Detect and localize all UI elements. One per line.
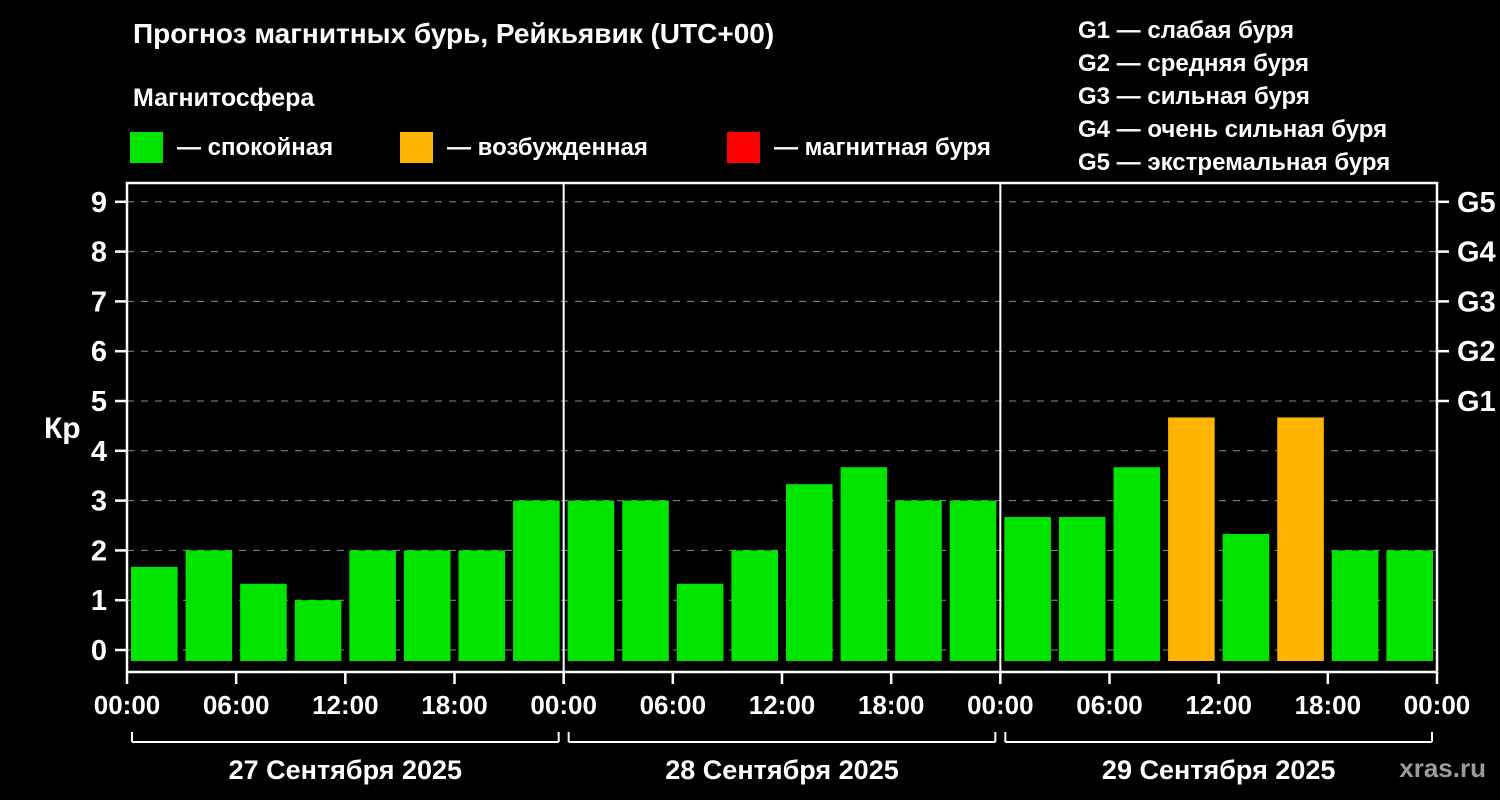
kp-bar (622, 500, 669, 661)
y-tick-label: 6 (91, 336, 107, 368)
y-tick-label: 3 (91, 486, 107, 518)
legend-storm-label: — магнитная буря (774, 133, 991, 161)
quiet-color-swatch (130, 132, 163, 163)
kp-bar (949, 500, 997, 661)
time-tick-label: 00:00 (1404, 690, 1471, 720)
g-tick-label: G3 (1457, 286, 1496, 318)
legend-item-quiet: — спокойная (130, 132, 333, 163)
legend-quiet-label: — спокойная (177, 133, 334, 161)
time-tick-label: 06:00 (1076, 690, 1143, 720)
time-tick-label: 00:00 (530, 690, 597, 720)
kp-bar (458, 550, 506, 661)
kp-bar (349, 550, 396, 661)
kp-bar (895, 500, 942, 661)
y-axis-label: Кр (44, 412, 81, 445)
kp-bar (1004, 517, 1051, 661)
g-tick-label: G5 (1457, 187, 1496, 219)
kp-bar (1222, 533, 1270, 661)
kp-bar (185, 550, 233, 661)
kp-bar (1277, 417, 1324, 661)
kp-bar (1331, 550, 1379, 661)
time-tick-label: 18:00 (858, 690, 925, 720)
legend-item-excited: — возбужденная (400, 132, 648, 163)
watermark: xras.ru (1399, 753, 1486, 783)
time-tick-label: 18:00 (1295, 690, 1362, 720)
y-tick-label: 9 (91, 187, 107, 219)
date-label: 28 Сентября 2025 (665, 755, 898, 785)
time-tick-label: 12:00 (749, 690, 816, 720)
y-tick-label: 1 (91, 585, 107, 617)
storm-color-swatch (727, 132, 760, 163)
y-tick-label: 0 (91, 635, 107, 667)
time-tick-label: 12:00 (312, 690, 379, 720)
kp-bar (131, 566, 178, 661)
kp-bar (567, 500, 615, 661)
g3-legend-line: G3 — сильная буря (1078, 83, 1310, 110)
g-scale-legend: G1 — слабая буря G2 — средняя буря G3 — … (1078, 14, 1390, 179)
y-tick-label: 2 (91, 535, 107, 567)
kp-bar (731, 550, 778, 661)
time-tick-label: 00:00 (967, 690, 1034, 720)
chart-subtitle: Магнитосфера (133, 84, 315, 112)
kp-bar (403, 550, 451, 661)
kp-bar (294, 600, 342, 661)
excited-color-swatch (400, 132, 433, 163)
kp-bar (1386, 550, 1433, 661)
g-tick-label: G1 (1457, 386, 1496, 418)
y-tick-label: 5 (91, 386, 107, 418)
kp-bar (1168, 417, 1215, 661)
date-label: 29 Сентября 2025 (1102, 755, 1335, 785)
time-tick-label: 12:00 (1185, 690, 1252, 720)
page-title: Прогноз магнитных бурь, Рейкьявик (UTC+0… (133, 18, 775, 49)
g-tick-label: G2 (1457, 336, 1496, 368)
legend-item-storm: — магнитная буря (727, 132, 991, 163)
time-tick-label: 06:00 (203, 690, 270, 720)
y-tick-label: 4 (91, 436, 107, 468)
time-tick-label: 00:00 (94, 690, 161, 720)
kp-bar (1058, 517, 1106, 661)
date-label: 27 Сентября 2025 (229, 755, 462, 785)
time-tick-label: 06:00 (640, 690, 707, 720)
kp-bar (513, 500, 560, 661)
kp-bar (786, 484, 833, 661)
g-tick-label: G4 (1457, 237, 1496, 269)
g1-legend-line: G1 — слабая буря (1078, 17, 1295, 44)
kp-bar (1113, 467, 1161, 661)
kp-bar (240, 583, 287, 661)
legend-excited-label: — возбужденная (447, 133, 648, 161)
kp-bar (676, 583, 724, 661)
g5-legend-line: G5 — экстремальная буря (1078, 149, 1391, 176)
kp-bar (840, 467, 888, 661)
g4-legend-line: G4 — очень сильная буря (1078, 116, 1388, 143)
time-tick-label: 18:00 (421, 690, 488, 720)
g2-legend-line: G2 — средняя буря (1078, 50, 1309, 77)
y-tick-label: 8 (91, 237, 107, 269)
y-tick-label: 7 (91, 286, 107, 318)
